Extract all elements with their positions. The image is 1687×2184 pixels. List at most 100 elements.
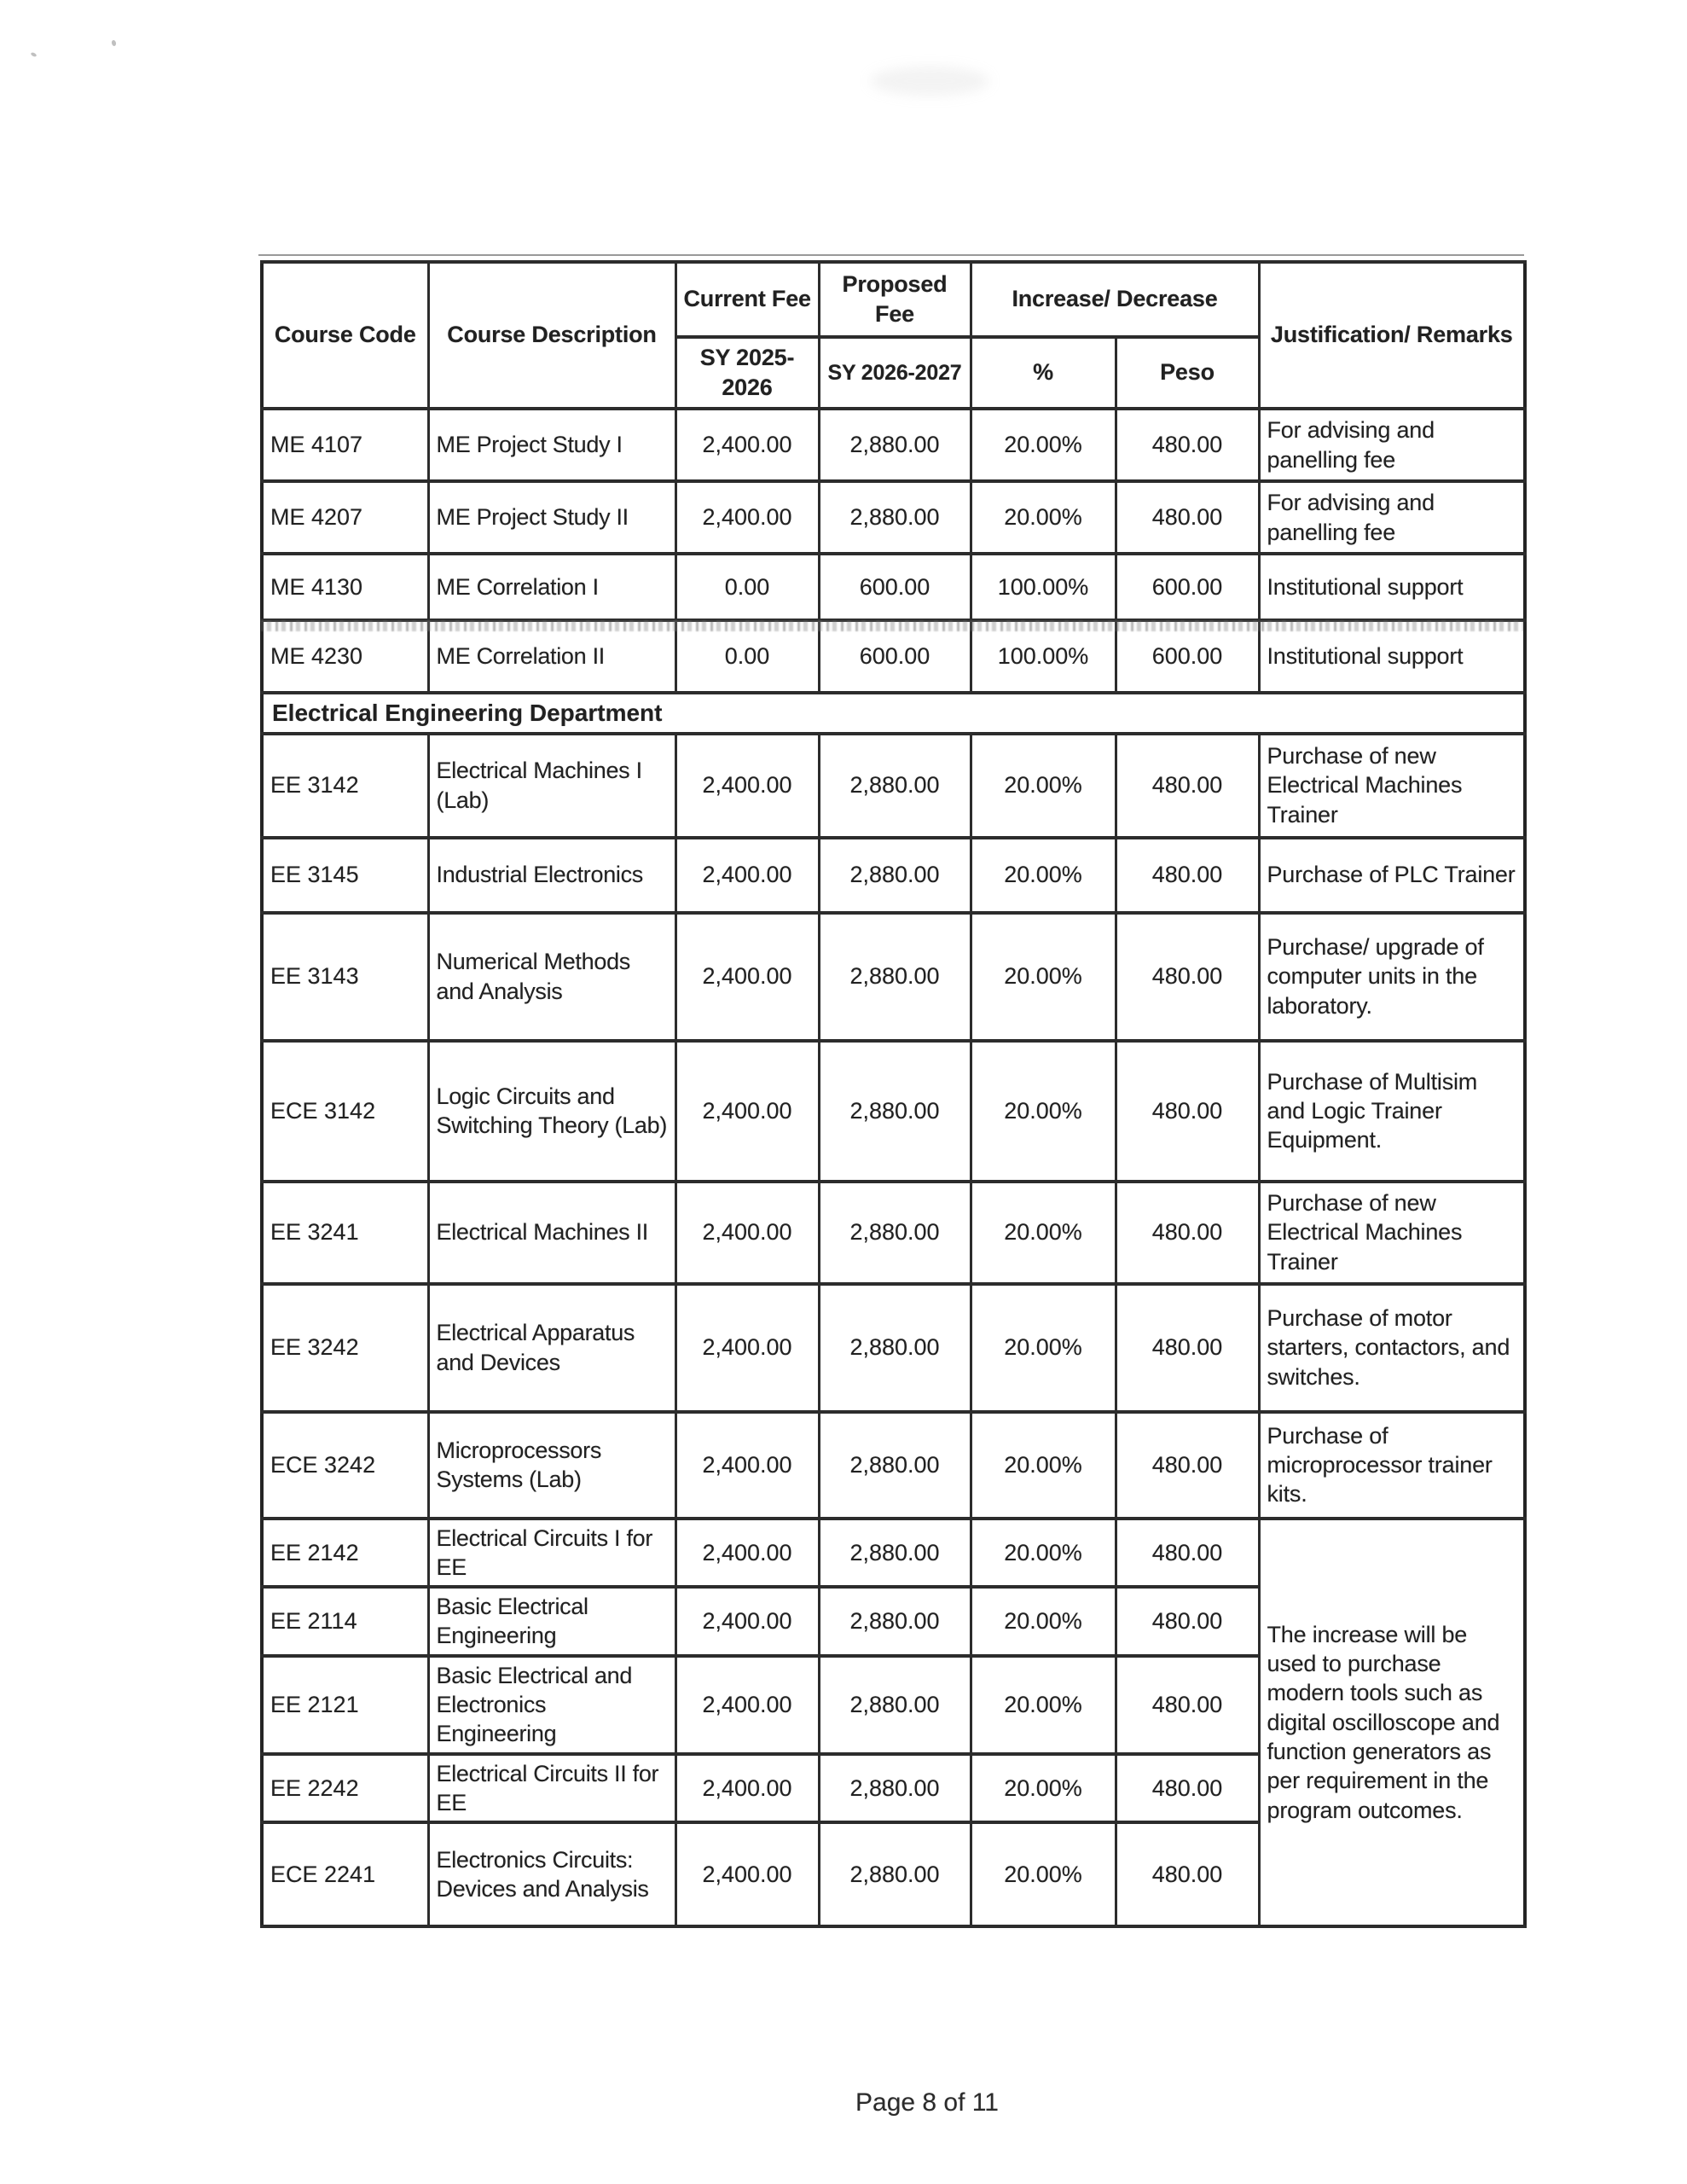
cell-course-code: EE 2142 <box>260 1516 430 1589</box>
header-row-1: Course Code Course Description Current F… <box>260 260 1527 410</box>
scan-speck <box>111 39 117 47</box>
cell-justification: Purchase of motor starters, contactors, … <box>1257 1281 1527 1414</box>
cell-proposed-fee: 2,880.00 <box>817 1751 972 1825</box>
cell-current-fee: 0.00 <box>674 552 820 622</box>
cell-justification: For advising and panelling fee <box>1257 479 1527 555</box>
cell-peso: 480.00 <box>1114 1653 1261 1756</box>
table-row: ECE 2241 Electronics Circuits: Devices a… <box>260 1821 1525 1929</box>
cell-current-fee: 2,400.00 <box>674 479 820 555</box>
cell-justification: For advising and panelling fee <box>1257 407 1527 483</box>
col-subheader-peso: Peso <box>1114 335 1261 410</box>
cell-percent: 20.00% <box>969 835 1117 915</box>
cell-justification: Purchase of new Electrical Machines Trai… <box>1257 731 1527 839</box>
col-header-justification: Justification/ Remarks <box>1257 260 1527 410</box>
table-row: ME 4107 ME Project Study I 2,400.00 2,88… <box>260 407 1527 483</box>
cell-proposed-fee: 2,880.00 <box>817 1409 972 1520</box>
cell-peso: 480.00 <box>1114 1281 1261 1414</box>
cell-peso: 480.00 <box>1114 407 1261 483</box>
cell-justification-merged: The increase will be used to purchase mo… <box>1257 1516 1527 1929</box>
cell-peso: 480.00 <box>1114 1821 1261 1929</box>
scan-smudge <box>870 67 989 96</box>
cell-peso: 600.00 <box>1114 619 1261 694</box>
cell-course-description: Numerical Methods and Analysis <box>426 910 677 1043</box>
cell-current-fee: 2,400.00 <box>674 1409 820 1520</box>
col-subheader-sy-current: SY 2025-2026 <box>674 335 820 410</box>
cell-peso: 480.00 <box>1114 835 1261 915</box>
cell-proposed-fee: 2,880.00 <box>817 1585 972 1658</box>
cell-proposed-fee: 2,880.00 <box>817 1038 972 1183</box>
table-row: EE 2114 Basic Electrical Engineering 2,4… <box>260 1585 1525 1658</box>
cell-percent: 20.00% <box>969 1653 1117 1756</box>
cell-course-description: Electrical Machines I (Lab) <box>426 731 677 839</box>
scan-artifact-band <box>261 620 1523 631</box>
cell-peso: 480.00 <box>1114 1751 1261 1825</box>
cell-current-fee: 2,400.00 <box>674 1585 820 1658</box>
table-row: ME 4207 ME Project Study II 2,400.00 2,8… <box>260 479 1527 555</box>
cell-percent: 100.00% <box>969 552 1117 622</box>
cell-course-code: ECE 3242 <box>260 1409 430 1520</box>
col-subheader-sy-proposed: SY 2026-2027 <box>817 335 972 410</box>
cell-course-code: ECE 3142 <box>260 1038 430 1183</box>
cell-proposed-fee: 2,880.00 <box>817 479 972 555</box>
cell-peso: 480.00 <box>1114 910 1261 1043</box>
cell-course-description: Logic Circuits and Switching Theory (Lab… <box>426 1038 677 1183</box>
page-number: Page 8 of 11 <box>855 2088 999 2117</box>
table-row: ME 4230 ME Correlation II 0.00 600.00 10… <box>260 619 1527 694</box>
cell-course-code: ECE 2241 <box>260 1821 430 1929</box>
cell-course-description: ME Correlation II <box>426 619 677 694</box>
cell-justification: Institutional support <box>1257 552 1527 622</box>
fee-increase-table: Course Code Course Description Current F… <box>260 260 1527 1929</box>
cell-course-code: ME 4130 <box>260 552 430 622</box>
cell-justification: Purchase of new Electrical Machines Trai… <box>1257 1179 1527 1286</box>
col-header-course-description: Course Description <box>426 260 677 410</box>
cell-course-code: ME 4230 <box>260 619 430 694</box>
section-header-label: Electrical Engineering Department <box>260 691 1527 735</box>
cell-proposed-fee: 2,880.00 <box>817 910 972 1043</box>
cell-proposed-fee: 2,880.00 <box>817 1653 972 1756</box>
cell-percent: 20.00% <box>969 1179 1117 1286</box>
cell-proposed-fee: 2,880.00 <box>817 1281 972 1414</box>
cell-percent: 20.00% <box>969 407 1117 483</box>
cell-percent: 100.00% <box>969 619 1117 694</box>
cell-current-fee: 0.00 <box>674 619 820 694</box>
cell-percent: 20.00% <box>969 1821 1117 1929</box>
table-row: ECE 3242 Microprocessors Systems (Lab) 2… <box>260 1409 1527 1520</box>
cell-course-code: EE 3242 <box>260 1281 430 1414</box>
col-header-proposed-fee: Proposed Fee <box>817 260 972 339</box>
cell-current-fee: 2,400.00 <box>674 407 820 483</box>
cell-proposed-fee: 2,880.00 <box>817 731 972 839</box>
table-row: ECE 3142 Logic Circuits and Switching Th… <box>260 1038 1527 1183</box>
table-row: EE 2142 Electrical Circuits I for EE 2,4… <box>260 1516 1527 1929</box>
cell-percent: 20.00% <box>969 1585 1117 1658</box>
cell-peso: 480.00 <box>1114 1516 1261 1589</box>
cell-current-fee: 2,400.00 <box>674 835 820 915</box>
table-row: EE 3142 Electrical Machines I (Lab) 2,40… <box>260 731 1527 839</box>
cell-proposed-fee: 600.00 <box>817 552 972 622</box>
col-header-current-fee: Current Fee <box>674 260 820 339</box>
section-header-row: Electrical Engineering Department <box>260 691 1527 735</box>
cell-current-fee: 2,400.00 <box>674 1653 820 1756</box>
cell-current-fee: 2,400.00 <box>674 731 820 839</box>
cell-percent: 20.00% <box>969 479 1117 555</box>
cell-course-code: ME 4207 <box>260 479 430 555</box>
cell-proposed-fee: 600.00 <box>817 619 972 694</box>
cell-course-description: Electrical Machines II <box>426 1179 677 1286</box>
cell-course-code: EE 2242 <box>260 1751 430 1825</box>
col-header-increase-decrease: Increase/ Decrease <box>969 260 1261 339</box>
cell-proposed-fee: 2,880.00 <box>817 1179 972 1286</box>
cell-justification: Institutional support <box>1257 619 1527 694</box>
cell-current-fee: 2,400.00 <box>674 1179 820 1286</box>
cell-current-fee: 2,400.00 <box>674 1751 820 1825</box>
cell-current-fee: 2,400.00 <box>674 910 820 1043</box>
cell-percent: 20.00% <box>969 1038 1117 1183</box>
cell-current-fee: 2,400.00 <box>674 1281 820 1414</box>
cell-course-description: Basic Electrical Engineering <box>426 1585 677 1658</box>
cell-course-description: Electronics Circuits: Devices and Analys… <box>426 1821 677 1929</box>
cell-percent: 20.00% <box>969 731 1117 839</box>
cell-course-code: ME 4107 <box>260 407 430 483</box>
cell-peso: 480.00 <box>1114 479 1261 555</box>
cell-course-code: EE 3145 <box>260 835 430 915</box>
cell-proposed-fee: 2,880.00 <box>817 835 972 915</box>
cell-percent: 20.00% <box>969 1516 1117 1589</box>
